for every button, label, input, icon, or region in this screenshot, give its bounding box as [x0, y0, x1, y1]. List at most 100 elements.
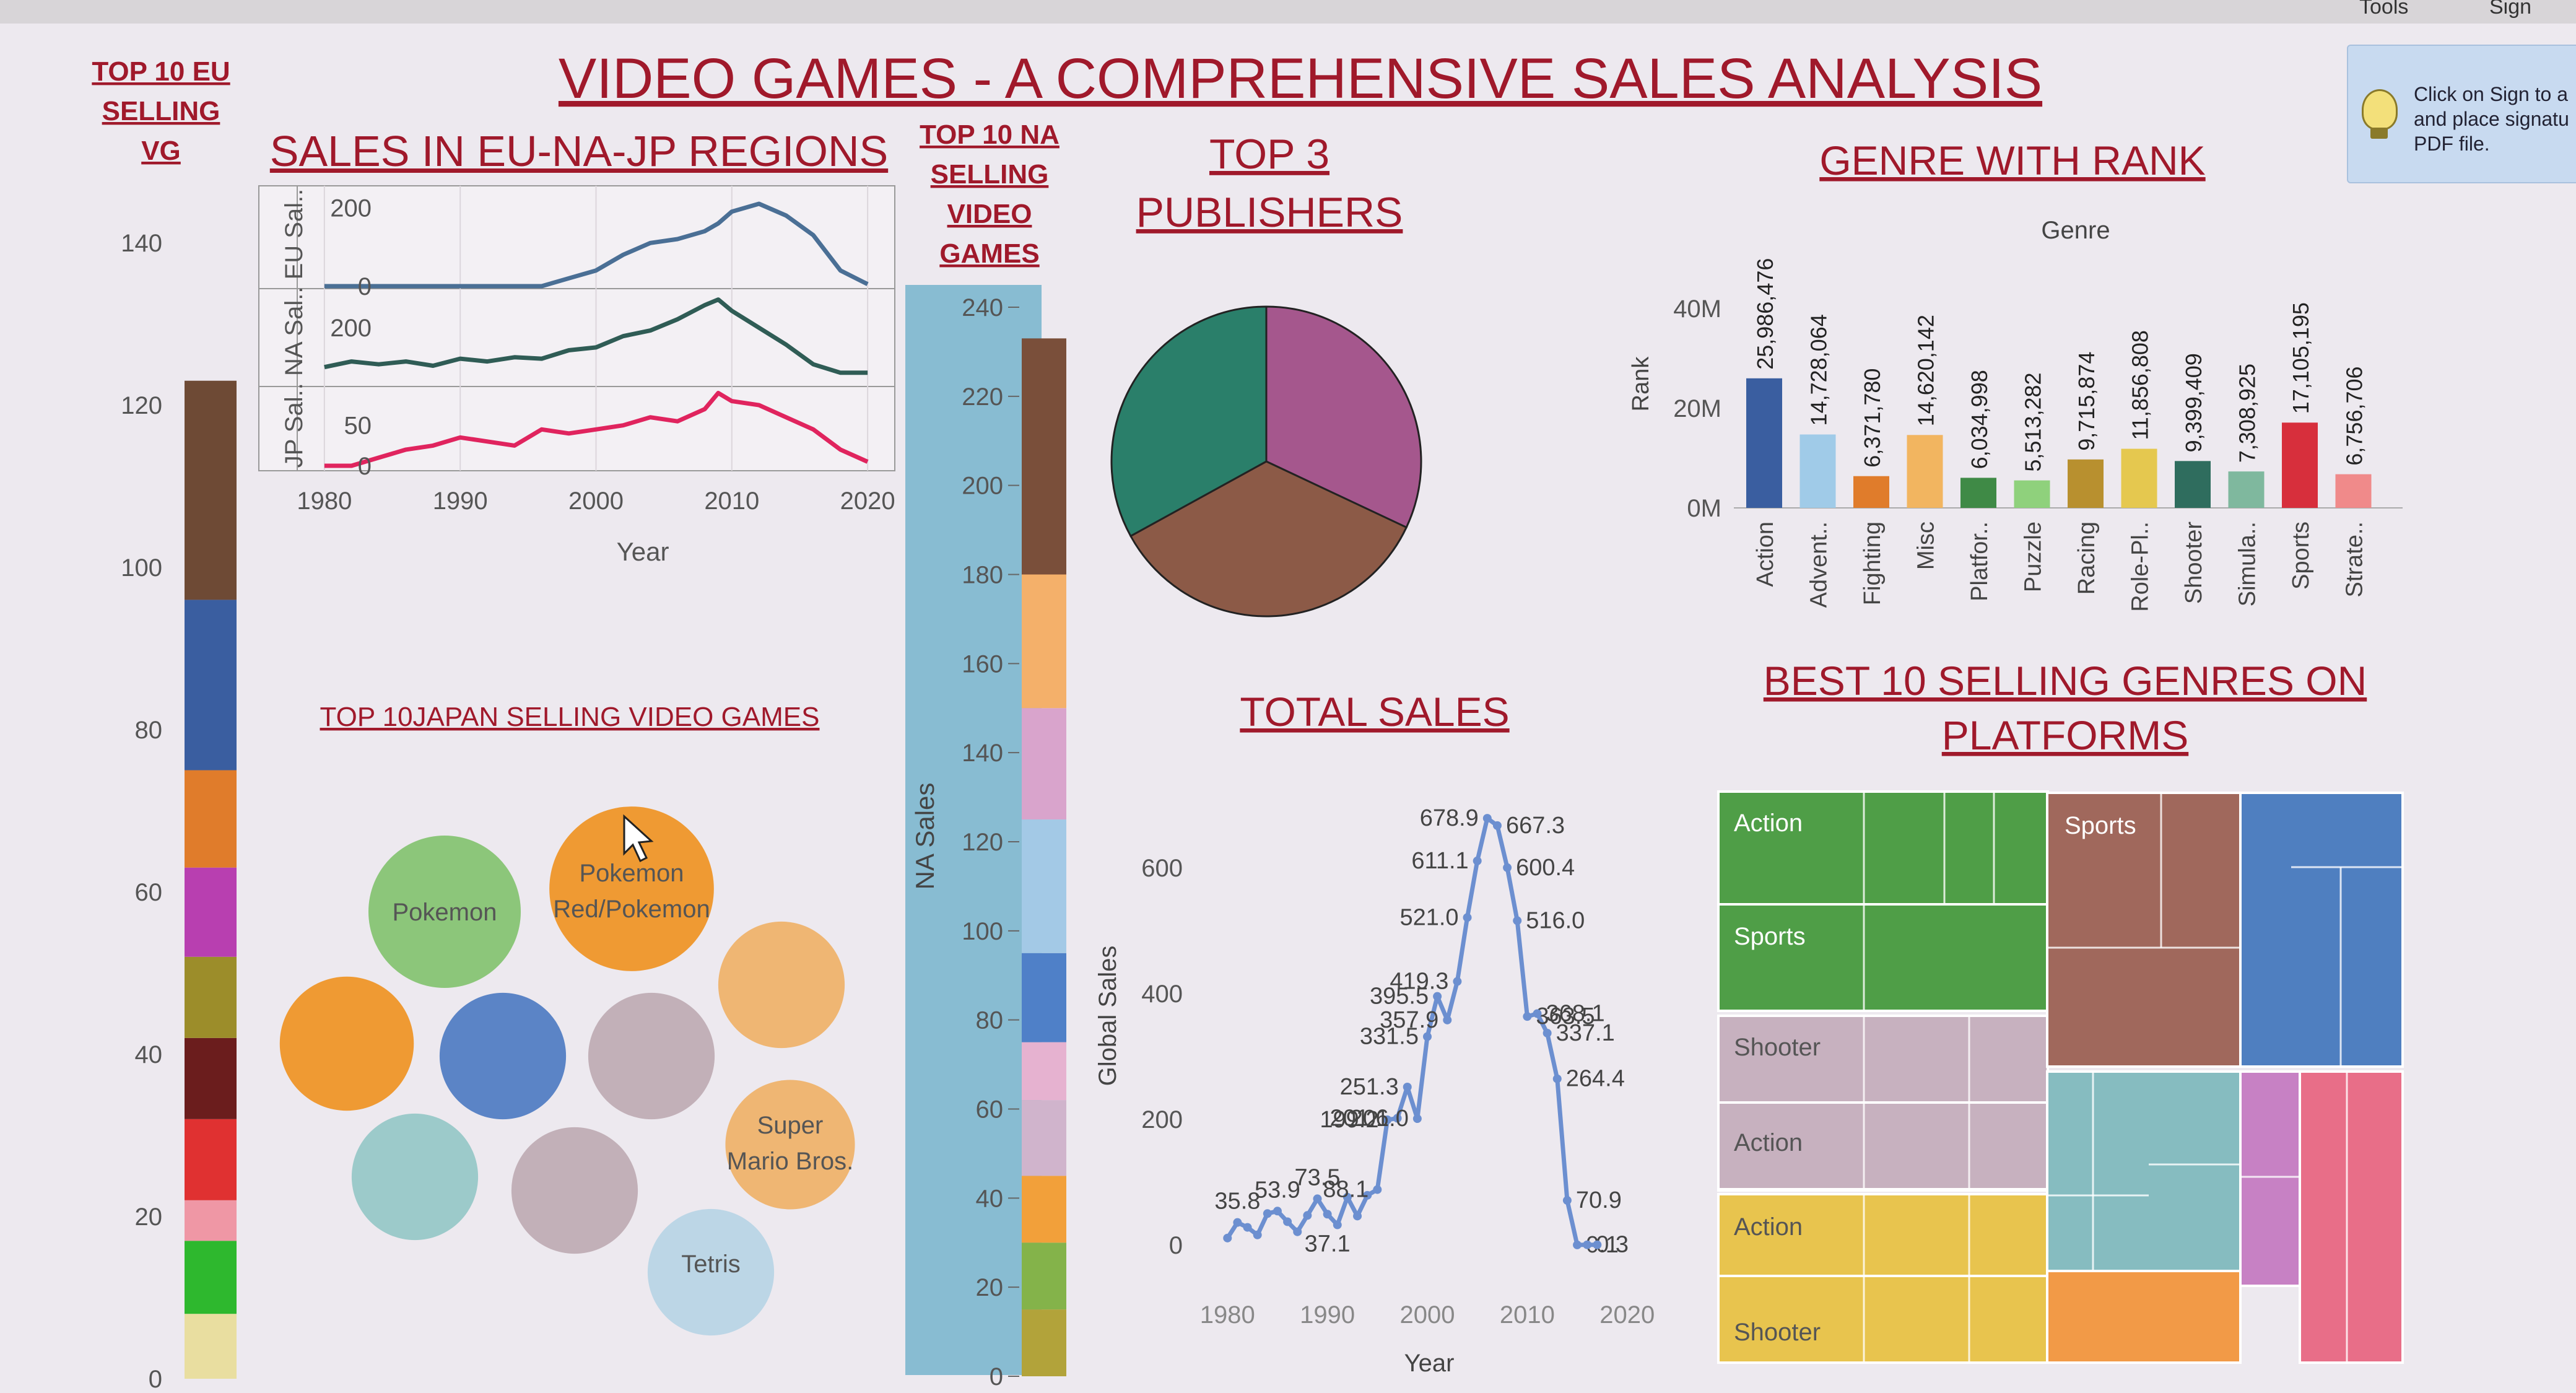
genre-bar-value-label: 11,856,808 [2128, 330, 2153, 440]
genre-y-tick-label: 0M [1687, 495, 1721, 522]
regions-x-axis-label: Year [617, 537, 669, 566]
genre-bar-value-label: 9,399,409 [2181, 353, 2206, 452]
na-title-line-4: GAMES [939, 238, 1039, 269]
eu-y-tick-label: 120 [121, 392, 162, 419]
na-y-tick-label: 120 [962, 829, 1003, 856]
eu-y-tick-label: 0 [149, 1366, 162, 1393]
total-sales-point [1313, 1194, 1322, 1203]
japan-bubble-label: Pokemon [393, 899, 497, 926]
lightbulb-icon [2362, 89, 2398, 130]
total-y-tick-label: 200 [1141, 1106, 1183, 1133]
genre-title: GENRE WITH RANK [1819, 138, 2205, 183]
genre-category-label: Strate.. [2342, 522, 2368, 598]
total-sales-point [1533, 1009, 1542, 1018]
total-x-axis-label: Year [1404, 1350, 1455, 1377]
japan-title: TOP 10JAPAN SELLING VIDEO GAMES [320, 702, 820, 732]
na-y-tick-label: 240 [962, 294, 1003, 321]
genre-bar [1853, 476, 1889, 508]
total-sales-point [1373, 1185, 1382, 1194]
pie-slice [1129, 460, 1408, 618]
japan-bubble [511, 1127, 638, 1254]
na-bar-segment [1022, 1042, 1066, 1101]
eu-bar-segment [185, 1037, 237, 1119]
total-data-label: 600.4 [1516, 855, 1575, 881]
japan-bubble [368, 836, 521, 988]
treemap-tile-label: Action [1734, 810, 1803, 837]
total-sales-point [1233, 1218, 1242, 1227]
genre-bar [2068, 459, 2104, 508]
genre-bar [1746, 378, 1782, 508]
eu-bar-segment [185, 867, 237, 957]
treemap-tile-label: Sports [1734, 923, 1806, 950]
dashboard-title: VIDEO GAMES - A COMPREHENSIVE SALES ANAL… [559, 47, 2042, 110]
treemap-tile-label: Action [1734, 1213, 1803, 1241]
genre-bar-value-label: 14,620,142 [1913, 315, 1939, 426]
eu-bar-segment [185, 380, 237, 600]
regions-y-tick-label: 200 [330, 315, 372, 342]
na-title-line-1: TOP 10 NA [920, 120, 1060, 150]
na-y-tick-label: 40 [976, 1185, 1004, 1212]
total-sales-point [1323, 1210, 1332, 1219]
pie-slice [1265, 305, 1422, 529]
na-top10-chart: 0 20 40 60 80 100 120 140 160 180 200 220 240 NA Sale… [905, 285, 1066, 1391]
na-bar-segment [1022, 1242, 1066, 1310]
tooltip-line-2: and place signatu [2414, 108, 2569, 130]
sign-menu[interactable]: Sign [2489, 0, 2532, 19]
genre-bar [2014, 480, 2050, 508]
total-sales-point [1583, 1240, 1592, 1249]
treemap-tile [1717, 903, 2049, 1012]
publishers-title-line-2: PUBLISHERS [1136, 189, 1403, 236]
regions-y-tick-label: 50 [344, 413, 372, 440]
total-sales-point [1473, 856, 1482, 865]
japan-bubble [718, 921, 845, 1049]
total-data-label: 395.5 [1370, 984, 1429, 1010]
treemap-tile [2046, 1270, 2242, 1364]
total-data-label: 337.1 [1556, 1020, 1615, 1046]
total-x-tick-label: 1990 [1300, 1301, 1355, 1329]
eu-y-tick-label: 140 [121, 230, 162, 257]
treemap-tile [1717, 1275, 2049, 1364]
genre-chart-title: Genre [2041, 217, 2110, 244]
eu-y-tick-label: 40 [135, 1041, 163, 1068]
japan-bubble [588, 992, 715, 1120]
sign-tooltip[interactable]: Click on Sign to a and place signatu PDF… [2347, 45, 2576, 183]
total-data-label: 368.1 [1546, 1000, 1605, 1026]
regions-x-tick-label: 2000 [568, 487, 624, 515]
mouse-cursor-icon [623, 814, 654, 863]
regions-x-tick-label: 1990 [433, 487, 488, 515]
total-sales-chart: 0 200 400 600 Global Sales 1980 1990 2000 2010 20… [1094, 805, 1655, 1377]
total-sales-point [1342, 1192, 1352, 1202]
publishers-pie [1110, 305, 1422, 618]
japan-bubble [279, 976, 414, 1111]
na-bar-segment [1022, 574, 1066, 709]
pie-slice [1110, 305, 1268, 538]
total-sales-point [1433, 992, 1442, 1001]
treemap-tile [2239, 1070, 2301, 1287]
total-sales-point [1273, 1207, 1282, 1216]
japan-bubble [351, 1113, 479, 1241]
tools-menu[interactable]: Tools [2359, 0, 2409, 19]
total-sales-point [1263, 1209, 1272, 1218]
total-y-axis-label: Global Sales [1094, 946, 1121, 1086]
genre-category-label: Platfor.. [1967, 522, 1993, 601]
japan-bubble [725, 1080, 855, 1210]
total-sales-point [1503, 863, 1512, 872]
na-y-tick-label: 20 [976, 1274, 1004, 1301]
treemap-tile [2299, 1070, 2404, 1364]
total-data-label: 419.3 [1390, 969, 1448, 995]
tooltip-line-1: Click on Sign to a [2414, 83, 2569, 105]
total-sales-point [1403, 1083, 1412, 1092]
japan-bubble [549, 806, 714, 971]
total-data-label: 357.9 [1380, 1007, 1438, 1033]
total-sales-point [1253, 1230, 1262, 1239]
treemap-tile-label: Shooter [1734, 1319, 1821, 1346]
na-y-tick-label: 200 [962, 473, 1003, 500]
eu-y-tick-label: 80 [135, 717, 163, 744]
genre-bar-value-label: 25,986,476 [1752, 258, 1778, 370]
regions-y-axis-label: JP Sal.. NA Sal.. EU Sal.. [281, 189, 308, 468]
na-y-tick-label: 60 [976, 1096, 1004, 1124]
total-sales-point [1223, 1233, 1232, 1242]
total-data-label: 516.0 [1526, 907, 1585, 933]
